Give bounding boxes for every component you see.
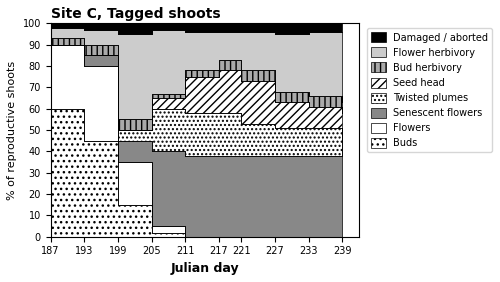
Y-axis label: % of reproductive shoots: % of reproductive shoots bbox=[7, 61, 17, 200]
Legend: Damaged / aborted, Flower herbivory, Bud herbivory, Seed head, Twisted plumes, S: Damaged / aborted, Flower herbivory, Bud… bbox=[367, 28, 492, 152]
Text: Site C, Tagged shoots: Site C, Tagged shoots bbox=[50, 7, 220, 21]
X-axis label: Julian day: Julian day bbox=[170, 262, 239, 275]
